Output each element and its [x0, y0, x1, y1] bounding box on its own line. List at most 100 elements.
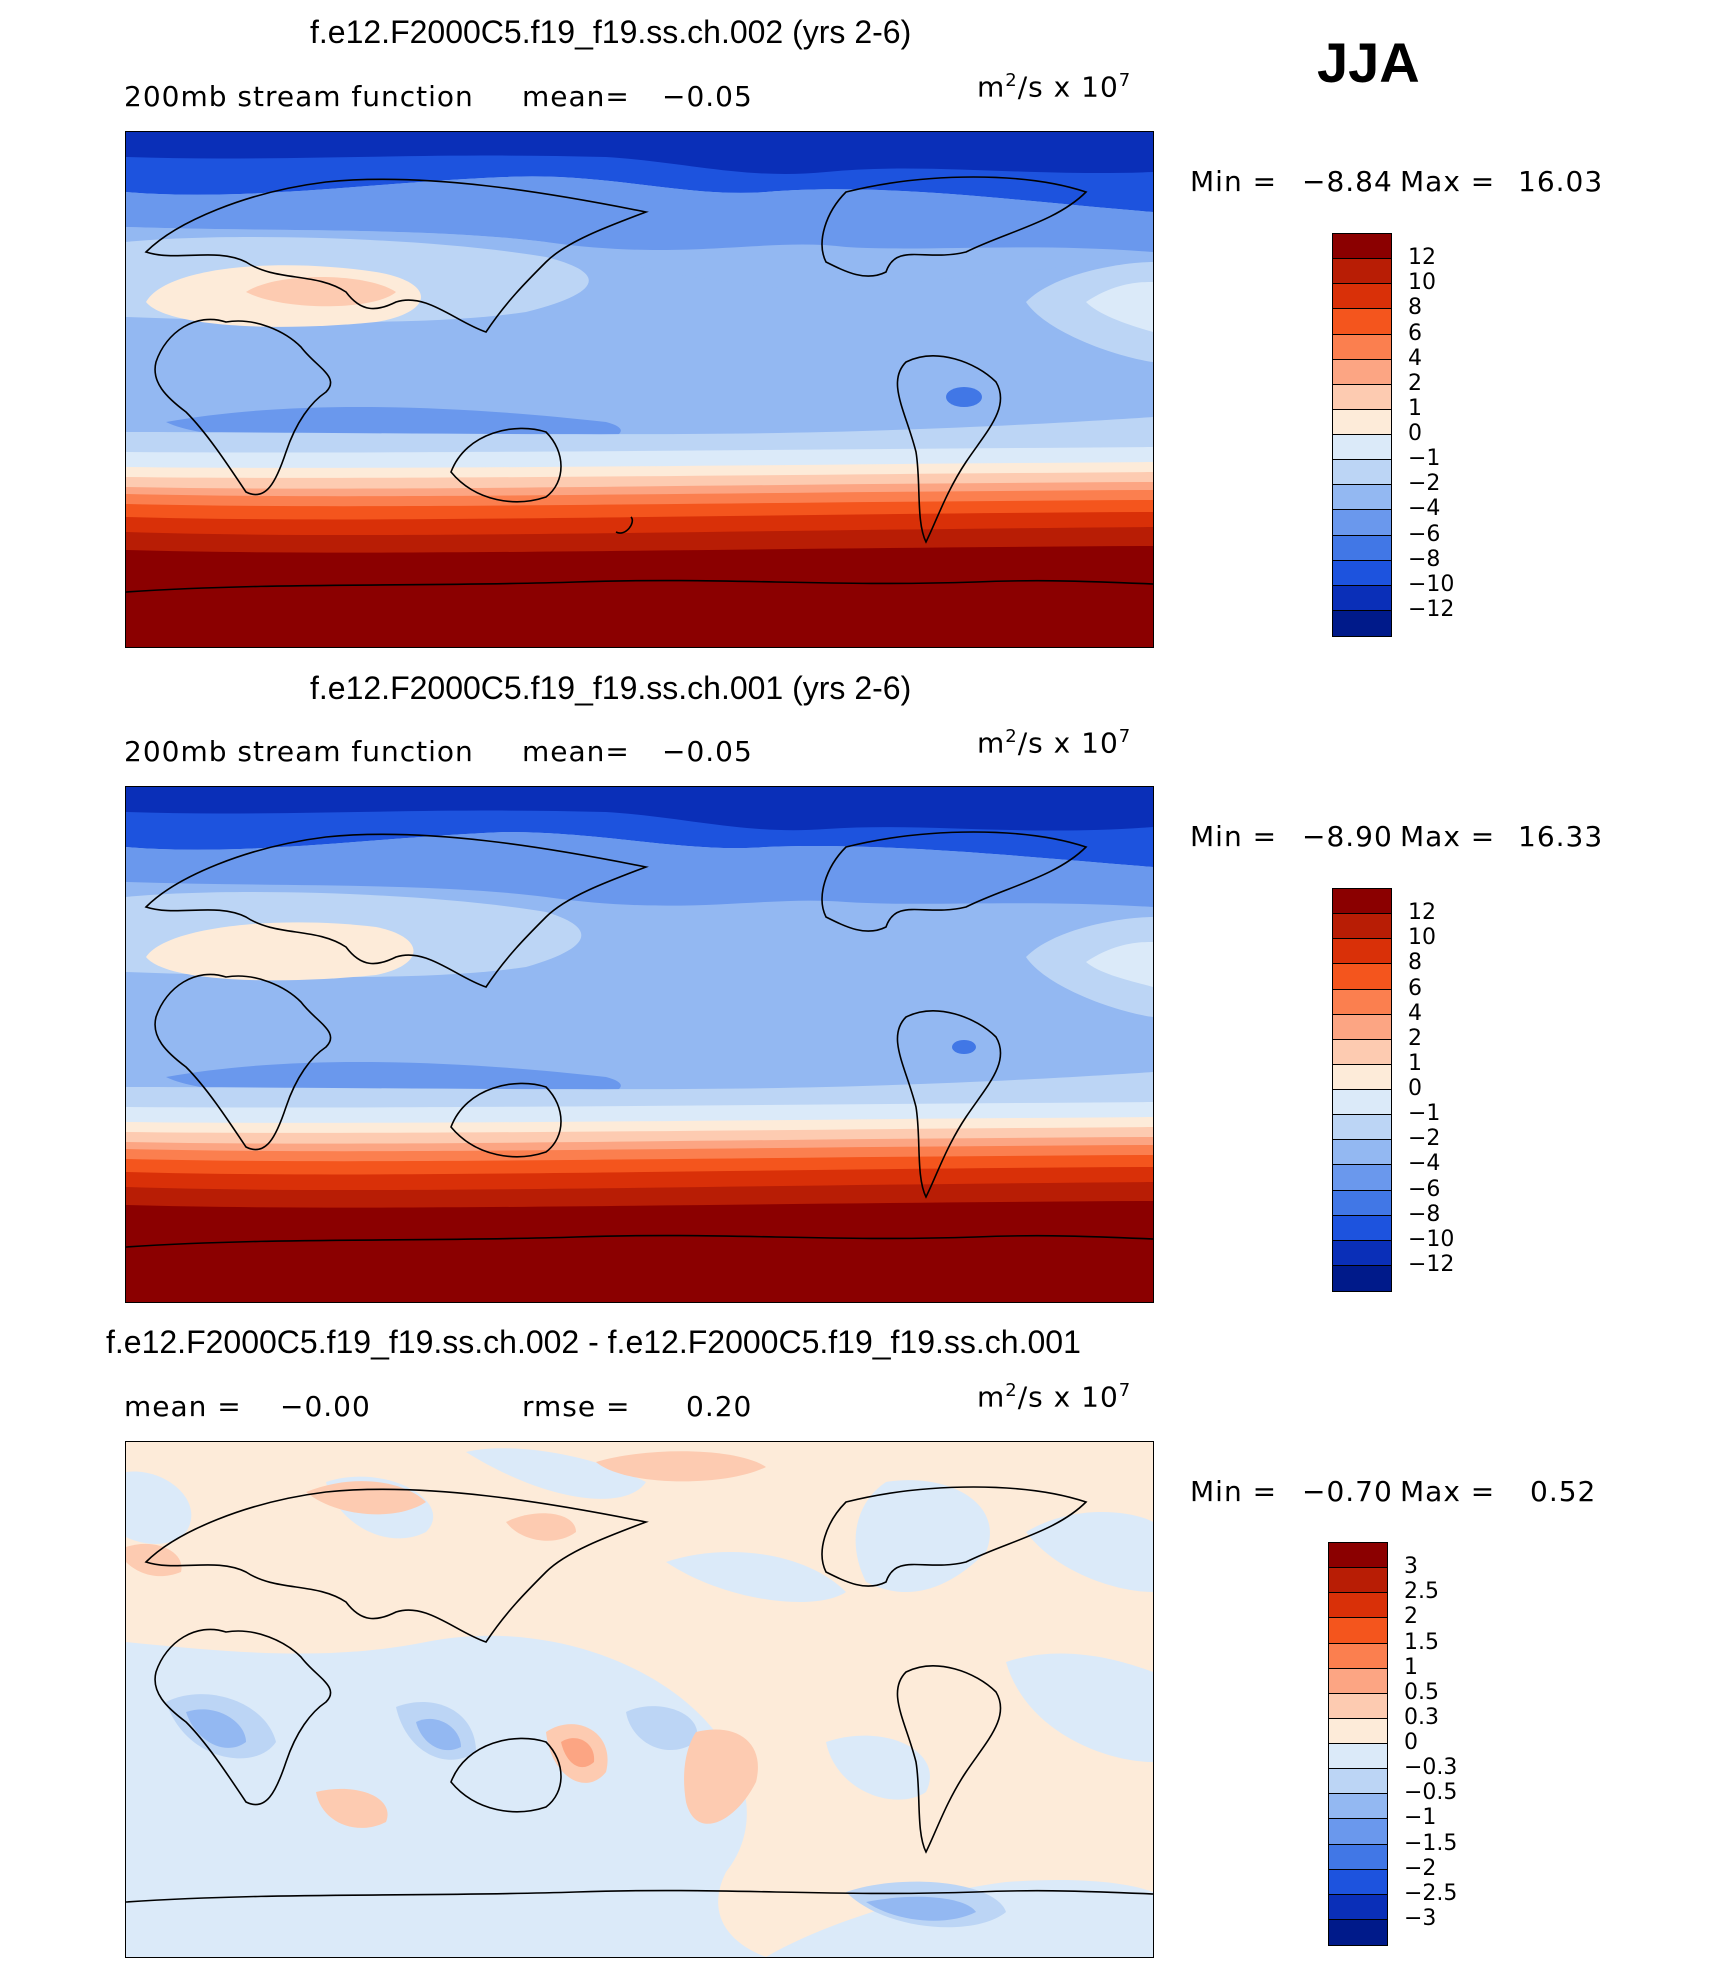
- panel-2-coastlines: [126, 831, 1153, 1248]
- panel-3-rmse-value: 0.20: [686, 1390, 753, 1423]
- colorbar-tick-label: −12: [1408, 1251, 1455, 1277]
- colorbar-swatch: [1329, 1693, 1387, 1719]
- colorbar-tick-label: 1: [1404, 1654, 1418, 1680]
- colorbar-swatch: [1333, 460, 1391, 486]
- colorbar-tick-label: 0: [1408, 421, 1422, 446]
- colorbar-tick-label: −1: [1404, 1805, 1437, 1831]
- panel-1-colorbar-swatches: [1333, 234, 1391, 636]
- colorbar-tick-label: 4: [1408, 1000, 1422, 1026]
- colorbar-swatch: [1333, 1240, 1391, 1266]
- colorbar-swatch: [1333, 334, 1391, 360]
- colorbar-swatch: [1333, 560, 1391, 586]
- colorbar-swatch: [1333, 585, 1391, 611]
- panel-2-mean-value: −0.05: [662, 735, 753, 768]
- colorbar-swatch: [1333, 610, 1391, 636]
- colorbar-tick-label: −0.5: [1404, 1780, 1458, 1806]
- panel-2-min-value: −8.90: [1302, 820, 1393, 853]
- colorbar-tick-label: 2: [1408, 370, 1422, 396]
- colorbar-tick-label: 3: [1404, 1554, 1418, 1580]
- colorbar-swatch: [1329, 1744, 1387, 1770]
- panel-2-contour-field: [126, 787, 1153, 1302]
- colorbar-tick-label: 6: [1408, 975, 1422, 1001]
- colorbar-swatch: [1333, 309, 1391, 335]
- colorbar-tick-label: −10: [1408, 571, 1455, 597]
- colorbar-swatch: [1329, 1593, 1387, 1619]
- colorbar-swatch: [1329, 1919, 1387, 1945]
- colorbar-tick-label: 2: [1404, 1604, 1418, 1630]
- colorbar-swatch: [1333, 1039, 1391, 1065]
- panel-2-colorbar-swatches: [1333, 889, 1391, 1291]
- panel-2-map: [125, 786, 1154, 1303]
- panel-1-max-label: Max =: [1400, 165, 1496, 198]
- panel-2-mean-label: mean=: [522, 735, 630, 768]
- colorbar-tick-label: 0.5: [1404, 1679, 1439, 1705]
- colorbar-tick-label: 2.5: [1404, 1579, 1439, 1605]
- colorbar-tick-label: 8: [1408, 295, 1422, 321]
- colorbar-swatch: [1333, 1190, 1391, 1216]
- panel-2-min-label: Min =: [1190, 820, 1278, 853]
- panel-3-rmse-label: rmse =: [522, 1390, 631, 1423]
- colorbar-swatch: [1333, 485, 1391, 511]
- colorbar-swatch: [1329, 1618, 1387, 1644]
- panel-2-variable: 200mb stream function: [124, 735, 474, 768]
- panel-3-mean-value: −0.00: [280, 1390, 371, 1423]
- colorbar-swatch: [1333, 1215, 1391, 1241]
- panel-1-map: [125, 131, 1154, 648]
- colorbar-tick-label: −1: [1408, 446, 1441, 472]
- panel-3-coastlines: [126, 1486, 1153, 1903]
- panel-1-units: m2/s x 107: [977, 70, 1132, 104]
- panel-3-title: f.e12.F2000C5.f19_f19.ss.ch.002 - f.e12.…: [106, 1324, 1081, 1360]
- panel-2-units: m2/s x 107: [977, 726, 1132, 760]
- colorbar-swatch: [1333, 510, 1391, 536]
- colorbar-tick-label: 12: [1408, 900, 1436, 926]
- colorbar-swatch: [1333, 234, 1391, 260]
- colorbar-tick-label: 1: [1408, 395, 1422, 421]
- panel-3-mean-label: mean =: [124, 1390, 242, 1423]
- colorbar-swatch: [1333, 535, 1391, 561]
- panel-3-colorbar-swatches: [1329, 1543, 1387, 1945]
- panel-1-min-value: −8.84: [1302, 165, 1393, 198]
- colorbar-swatch: [1333, 284, 1391, 310]
- panel-3-max-label: Max =: [1400, 1475, 1496, 1508]
- colorbar-tick-label: −4: [1408, 1151, 1441, 1177]
- colorbar-swatch: [1333, 889, 1391, 915]
- colorbar-tick-label: 0.3: [1404, 1704, 1439, 1730]
- colorbar-swatch: [1333, 1115, 1391, 1141]
- colorbar-tick-label: −1.5: [1404, 1830, 1458, 1856]
- colorbar-tick-label: −8: [1408, 1201, 1441, 1227]
- panel-2-max-label: Max =: [1400, 820, 1496, 853]
- panel-2-colorbar: [1332, 888, 1392, 1292]
- colorbar-tick-label: 6: [1408, 320, 1422, 346]
- colorbar-swatch: [1329, 1668, 1387, 1694]
- panel-1-mean-label: mean=: [522, 80, 630, 113]
- colorbar-swatch: [1329, 1543, 1387, 1569]
- panel-3-contour-field: [126, 1442, 1153, 1957]
- colorbar-tick-label: 4: [1408, 345, 1422, 371]
- colorbar-tick-label: −1: [1408, 1101, 1441, 1127]
- colorbar-swatch: [1329, 1769, 1387, 1795]
- panel-1-contour-field: [126, 132, 1153, 647]
- colorbar-swatch: [1333, 939, 1391, 965]
- colorbar-swatch: [1333, 1014, 1391, 1040]
- colorbar-tick-label: 1: [1408, 1050, 1422, 1076]
- panel-3-units: m2/s x 107: [977, 1380, 1132, 1414]
- panel-1-title: f.e12.F2000C5.f19_f19.ss.ch.002 (yrs 2-6…: [310, 14, 912, 50]
- season-label: JJA: [1317, 31, 1420, 94]
- colorbar-swatch: [1333, 1090, 1391, 1116]
- colorbar-swatch: [1329, 1819, 1387, 1845]
- panel-2-title: f.e12.F2000C5.f19_f19.ss.ch.001 (yrs 2-6…: [310, 670, 912, 706]
- colorbar-tick-label: −8: [1408, 546, 1441, 572]
- colorbar-swatch: [1329, 1869, 1387, 1895]
- colorbar-swatch: [1329, 1794, 1387, 1820]
- colorbar-swatch: [1333, 989, 1391, 1015]
- colorbar-swatch: [1333, 1265, 1391, 1291]
- colorbar-tick-label: −2: [1408, 471, 1441, 497]
- colorbar-swatch: [1333, 435, 1391, 461]
- colorbar-swatch: [1333, 259, 1391, 285]
- colorbar-swatch: [1333, 409, 1391, 435]
- colorbar-tick-label: 0: [1408, 1076, 1422, 1101]
- colorbar-tick-label: −10: [1408, 1226, 1455, 1252]
- panel-3-min-label: Min =: [1190, 1475, 1278, 1508]
- colorbar-swatch: [1329, 1643, 1387, 1669]
- colorbar-tick-label: −4: [1408, 496, 1441, 522]
